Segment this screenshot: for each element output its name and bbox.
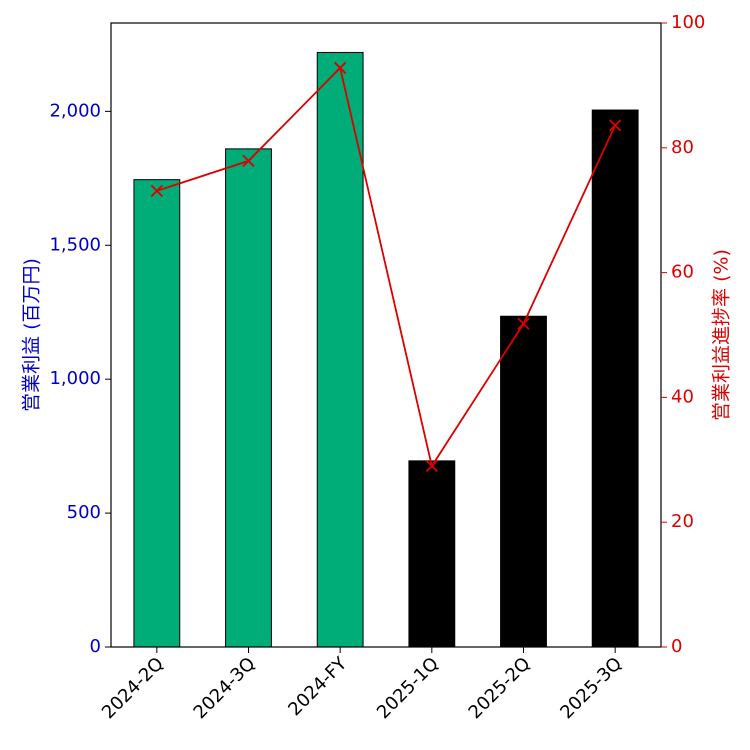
- left-axis-label: 営業利益 (百万円): [21, 258, 43, 412]
- left-tick-label: 0: [90, 636, 101, 657]
- bar-2025-2Q: [500, 315, 547, 648]
- x-tick-label: 2025-3Q: [556, 653, 626, 723]
- right-tick-label: 0: [671, 636, 682, 657]
- x-tick-label: 2025-2Q: [465, 653, 535, 723]
- right-tick-label: 100: [671, 12, 705, 33]
- x-axis-ticks: 2024-2Q 2024-3Q 2024-FY 2025-1Q 2025-2Q 2025-…: [98, 647, 626, 723]
- line-marker-2024-2Q: [150, 184, 163, 197]
- right-tick-label: 60: [671, 262, 694, 283]
- bar-2024-2Q: [133, 179, 181, 648]
- bar-2025-3Q: [591, 109, 639, 648]
- left-tick-label: 2,000: [49, 100, 101, 121]
- line-marker-2025-1Q: [425, 459, 438, 473]
- bar-2025-1Q: [408, 460, 456, 648]
- line-marker-2024-FY: [334, 61, 347, 75]
- x-tick-label: 2024-FY: [284, 653, 352, 721]
- left-tick-label: 1,500: [49, 234, 101, 255]
- progress-line-layer: [150, 61, 622, 473]
- plot-frame: [110, 22, 662, 648]
- line-marker-2025-2Q: [517, 317, 530, 330]
- left-axis-ticks: 0 500 1,000 1,500 2,000: [49, 100, 111, 657]
- right-tick-label: 80: [671, 137, 694, 158]
- bar-2024-FY: [316, 51, 364, 648]
- x-tick-label: 2024-2Q: [98, 653, 168, 723]
- left-tick-label: 1,000: [49, 368, 101, 389]
- x-tick-label: 2024-3Q: [190, 653, 260, 723]
- x-tick-label: 2025-1Q: [373, 653, 443, 723]
- progress-line: [156, 66, 616, 469]
- plot-area: [111, 23, 661, 647]
- bars: [133, 51, 639, 648]
- right-axis-label: 営業利益進捗率 (%): [711, 249, 733, 421]
- bar-2024-3Q: [225, 148, 272, 648]
- line-marker-2025-3Q: [609, 119, 622, 132]
- right-tick-label: 40: [671, 386, 694, 407]
- line-marker-2024-3Q: [242, 154, 255, 168]
- right-axis-ticks: 0 20 40 60 80 100: [661, 12, 705, 657]
- right-tick-label: 20: [671, 511, 694, 532]
- left-tick-label: 500: [67, 502, 101, 523]
